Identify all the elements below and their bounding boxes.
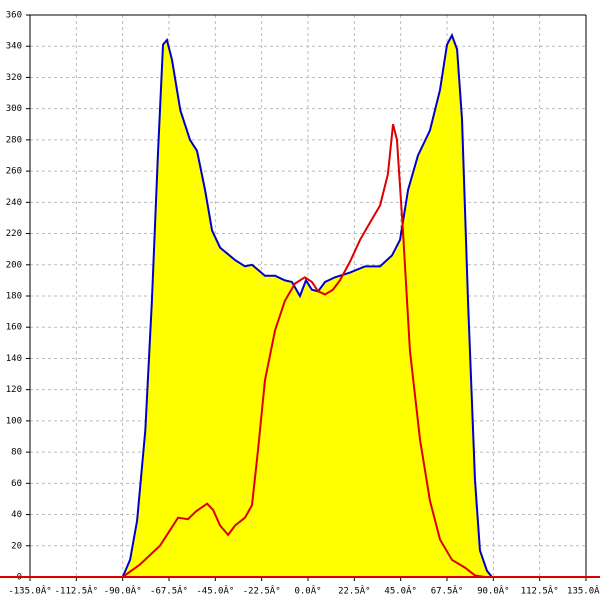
x-tick-label: 90.0Â°	[477, 585, 510, 597]
y-tick-label: 200	[6, 260, 22, 270]
y-tick-label: 140	[6, 354, 22, 364]
x-tick-label: -22.5Â°	[243, 585, 281, 597]
x-tick-label: 0.0Â°	[294, 585, 321, 597]
y-tick-label: 340	[6, 42, 22, 52]
y-tick-label: 20	[11, 541, 22, 551]
x-tick-label: -112.5Â°	[55, 585, 98, 597]
y-tick-label: 240	[6, 198, 22, 208]
y-tick-label: 280	[6, 135, 22, 145]
line	[122, 124, 486, 578]
x-tick-label: -67.5Â°	[150, 585, 188, 597]
y-tick-label: 180	[6, 292, 22, 302]
y-tick-label: 300	[6, 104, 22, 114]
area	[122, 35, 492, 578]
y-tick-label: 120	[6, 385, 22, 395]
x-tick-label: -135.0Â°	[8, 585, 51, 597]
y-tick-label: 260	[6, 167, 22, 177]
x-tick-label: 45.0Â°	[384, 585, 417, 597]
y-tick-label: 40	[11, 510, 22, 520]
y-tick-label: 60	[11, 479, 22, 489]
y-tick-label: 160	[6, 323, 22, 333]
y-tick-label: 320	[6, 73, 22, 83]
x-tick-label: -90.0Â°	[104, 585, 142, 597]
y-tick-label: 220	[6, 229, 22, 239]
x-tick-label: -45.0Â°	[196, 585, 234, 597]
y-tick-label: 100	[6, 416, 22, 426]
x-tick-label: 22.5Â°	[338, 585, 371, 597]
x-tick-label: 112.5Â°	[521, 585, 559, 597]
x-tick-label: 67.5Â°	[431, 585, 464, 597]
y-tick-label: 360	[6, 11, 22, 21]
y-tick-label: 80	[11, 448, 22, 458]
line	[121, 32, 493, 578]
x-tick-label: 135.0Â°	[567, 585, 600, 597]
